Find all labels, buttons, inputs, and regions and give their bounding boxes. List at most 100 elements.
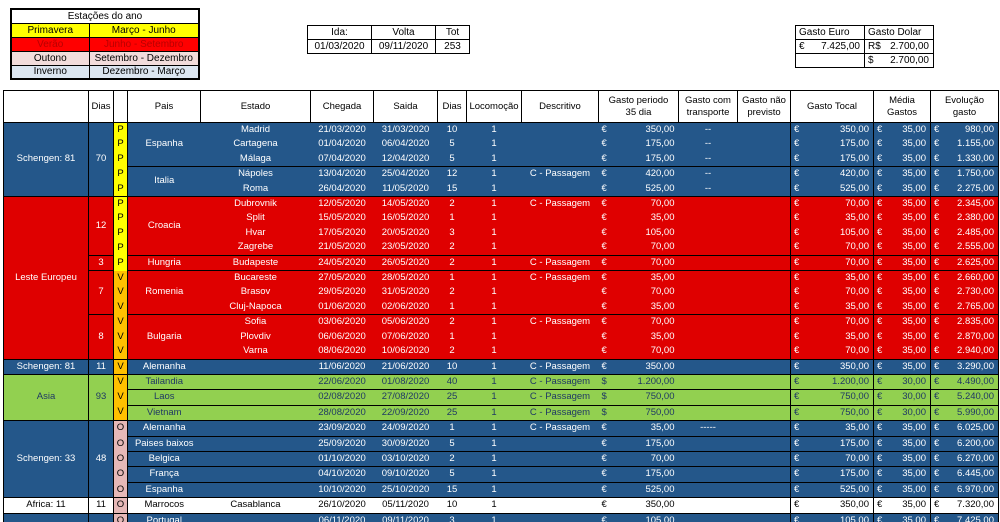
arrival-date-cell[interactable]: 03/06/2020 (310, 314, 374, 330)
country-cell[interactable]: França (127, 466, 201, 483)
transport-spend-cell[interactable] (678, 299, 738, 315)
unplanned-spend-cell[interactable] (737, 420, 791, 437)
transport-spend-cell[interactable] (678, 344, 738, 359)
days-cell[interactable]: 2 (437, 196, 467, 212)
period-spend-cell[interactable]: €175,00 (598, 435, 679, 452)
description-cell[interactable] (521, 344, 599, 359)
spend-evolution-cell[interactable]: €5.240,00 (930, 389, 999, 406)
unplanned-spend-cell[interactable] (737, 404, 791, 421)
period-spend-cell[interactable]: €350,00 (598, 358, 679, 375)
days-cell[interactable]: 2 (437, 314, 467, 330)
days-cell[interactable]: 25 (437, 404, 467, 421)
trip-header-tot[interactable]: Tot (435, 25, 470, 40)
period-spend-cell[interactable]: €175,00 (598, 466, 679, 483)
total-spend-cell[interactable]: €525,00 (790, 181, 874, 197)
days-cell[interactable]: 5 (437, 151, 467, 167)
city-cell[interactable]: Madrid (200, 122, 311, 138)
average-spend-cell[interactable]: €35,00 (873, 166, 931, 182)
total-spend-cell[interactable]: €350,00 (790, 497, 874, 514)
days-group-cell[interactable]: 7 (88, 270, 114, 315)
locomotion-cell[interactable]: 1 (466, 299, 522, 315)
unplanned-spend-cell[interactable] (737, 481, 791, 498)
country-cell[interactable]: Romenia (127, 270, 201, 315)
region-cell[interactable]: Schengen: 33 (3, 420, 89, 498)
unplanned-spend-cell[interactable] (737, 122, 791, 138)
unplanned-spend-cell[interactable] (737, 512, 791, 522)
average-spend-cell[interactable]: €35,00 (873, 314, 931, 330)
arrival-date-cell[interactable]: 22/06/2020 (310, 373, 374, 390)
season-letter-cell[interactable]: V (113, 405, 128, 421)
period-spend-cell[interactable]: €175,00 (598, 137, 679, 152)
period-spend-cell[interactable]: €35,00 (598, 211, 679, 226)
days-cell[interactable]: 2 (437, 285, 467, 300)
locomotion-cell[interactable]: 1 (466, 373, 522, 390)
season-letter-cell[interactable]: P (113, 181, 128, 197)
departure-date-cell[interactable]: 09/11/2020 (373, 512, 438, 522)
arrival-date-cell[interactable]: 11/06/2020 (310, 358, 374, 375)
spend-evolution-cell[interactable]: €6.445,00 (930, 466, 999, 483)
column-header-6[interactable]: Saida (373, 90, 438, 123)
city-cell[interactable]: Casablanca (200, 497, 311, 514)
departure-date-cell[interactable]: 24/09/2020 (373, 420, 438, 437)
departure-date-cell[interactable]: 31/03/2020 (373, 122, 438, 138)
arrival-date-cell[interactable]: 01/06/2020 (310, 299, 374, 315)
total-spend-cell[interactable]: €750,00 (790, 404, 874, 421)
city-cell[interactable]: Cluj-Napoca (200, 299, 311, 315)
spend-evolution-cell[interactable]: €2.765,00 (930, 299, 999, 315)
locomotion-cell[interactable]: 1 (466, 166, 522, 182)
total-spend-cell[interactable]: €175,00 (790, 137, 874, 152)
city-cell[interactable]: Cartagena (200, 137, 311, 152)
arrival-date-cell[interactable]: 29/05/2020 (310, 285, 374, 300)
spend-evolution-cell[interactable]: €5.990,00 (930, 404, 999, 421)
spend-evolution-cell[interactable]: €6.270,00 (930, 450, 999, 467)
total-spend-cell[interactable]: €420,00 (790, 166, 874, 182)
locomotion-cell[interactable]: 1 (466, 181, 522, 197)
column-header-0[interactable] (3, 90, 89, 123)
days-cell[interactable]: 1 (437, 270, 467, 286)
locomotion-cell[interactable]: 1 (466, 389, 522, 406)
locomotion-cell[interactable]: 1 (466, 270, 522, 286)
description-cell[interactable] (521, 435, 599, 452)
departure-date-cell[interactable]: 28/05/2020 (373, 270, 438, 286)
unplanned-spend-cell[interactable] (737, 389, 791, 406)
days-cell[interactable]: 15 (437, 481, 467, 498)
description-cell[interactable]: C - Passagem (521, 314, 599, 330)
average-spend-cell[interactable]: €35,00 (873, 481, 931, 498)
description-cell[interactable] (521, 497, 599, 514)
period-spend-cell[interactable]: $750,00 (598, 389, 679, 406)
days-group-cell[interactable]: 11 (88, 358, 114, 375)
days-cell[interactable]: 5 (437, 435, 467, 452)
departure-date-cell[interactable]: 06/04/2020 (373, 137, 438, 152)
season-name-verao[interactable]: Verão (10, 36, 90, 52)
spend-evolution-cell[interactable]: €3.290,00 (930, 358, 999, 375)
departure-date-cell[interactable]: 09/10/2020 (373, 466, 438, 483)
departure-date-cell[interactable]: 16/05/2020 (373, 211, 438, 226)
departure-date-cell[interactable]: 12/04/2020 (373, 151, 438, 167)
arrival-date-cell[interactable]: 08/06/2020 (310, 344, 374, 359)
arrival-date-cell[interactable]: 06/06/2020 (310, 329, 374, 345)
arrival-date-cell[interactable]: 01/10/2020 (310, 450, 374, 467)
arrival-date-cell[interactable]: 21/03/2020 (310, 122, 374, 138)
city-cell[interactable]: Brasov (200, 285, 311, 300)
country-cell[interactable]: Hungria (127, 254, 201, 271)
city-cell[interactable] (200, 450, 311, 467)
arrival-date-cell[interactable]: 21/05/2020 (310, 240, 374, 256)
trip-departure-date[interactable]: 01/03/2020 (307, 39, 372, 54)
average-spend-cell[interactable]: €30,00 (873, 404, 931, 421)
total-spend-cell[interactable]: €35,00 (790, 299, 874, 315)
transport-spend-cell[interactable] (678, 314, 738, 330)
description-cell[interactable] (521, 329, 599, 345)
unplanned-spend-cell[interactable] (737, 285, 791, 300)
season-letter-cell[interactable]: P (113, 151, 128, 167)
season-letter-cell[interactable]: O (113, 436, 128, 452)
spend-header-euro[interactable]: Gasto Euro (795, 25, 865, 40)
trip-return-date[interactable]: 09/11/2020 (371, 39, 436, 54)
description-cell[interactable]: C - Passagem (521, 358, 599, 375)
unplanned-spend-cell[interactable] (737, 450, 791, 467)
total-spend-cell[interactable]: €70,00 (790, 196, 874, 212)
departure-date-cell[interactable]: 27/08/2020 (373, 389, 438, 406)
total-spend-cell[interactable]: €70,00 (790, 240, 874, 256)
city-cell[interactable] (200, 358, 311, 375)
departure-date-cell[interactable]: 02/06/2020 (373, 299, 438, 315)
locomotion-cell[interactable]: 1 (466, 211, 522, 226)
